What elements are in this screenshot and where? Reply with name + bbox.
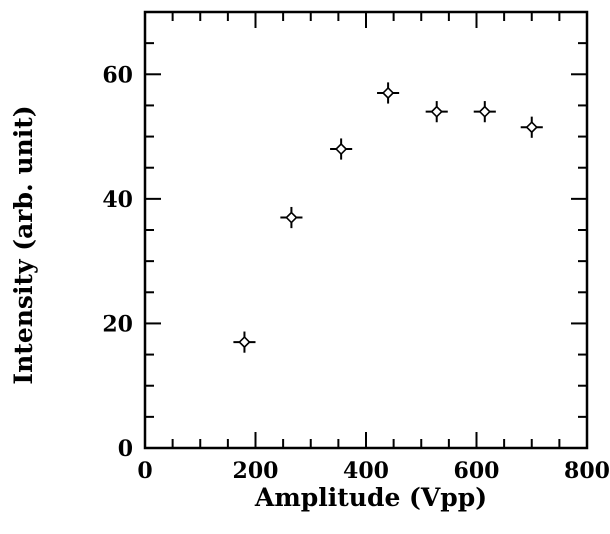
diamond-marker [335,142,348,156]
tick-labels: 0 200 400 600 800 0 20 40 60 [102,62,610,484]
y-tick-label: 40 [102,187,133,213]
data-point [233,331,256,353]
data-point [520,116,543,138]
data-points [233,82,543,353]
x-tick-label: 400 [343,458,389,484]
y-tick-label: 0 [118,436,133,462]
x-tick-label: 600 [454,458,500,484]
y-tick-label: 20 [102,311,133,337]
diamond-marker [285,211,298,224]
diamond-marker [478,105,491,118]
data-point [280,206,303,229]
diamond-marker [430,105,443,118]
x-tick-label: 800 [564,458,610,484]
plot-border [143,10,589,450]
data-point [330,138,353,160]
y-axis-title: Intensity (arb. unit) [9,105,38,384]
data-point [473,101,496,123]
diamond-marker [525,121,538,134]
diamond-marker [238,335,251,349]
x-tick-label: 200 [233,458,279,484]
x-tick-label: 0 [137,458,152,484]
diamond-marker [381,86,395,100]
data-point [425,101,448,123]
axis-ticks [144,11,588,449]
y-tick-label: 60 [102,62,133,88]
data-point [377,82,400,104]
plot-frame [143,10,589,450]
x-axis-title: Amplitude (Vpp) [254,483,487,512]
